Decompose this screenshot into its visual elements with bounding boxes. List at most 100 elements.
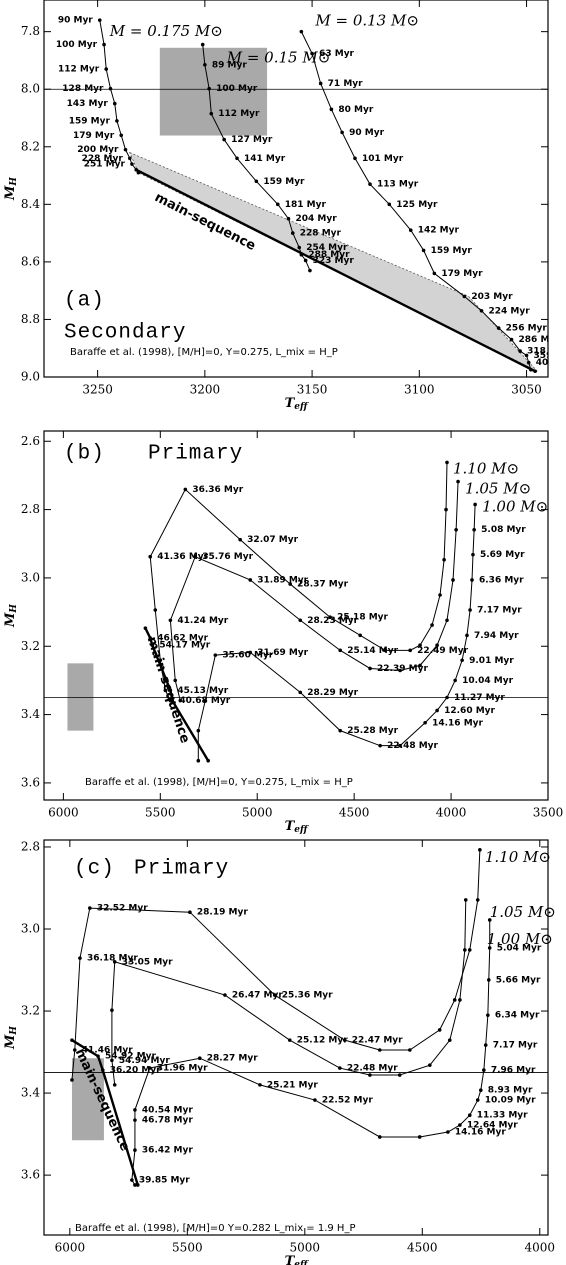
track-point <box>462 294 467 299</box>
age-label: 28.37 Myr <box>297 580 348 590</box>
age-label: 36.42 Myr <box>142 1146 193 1156</box>
y-tick-label: 9.0 <box>21 370 40 384</box>
track-point <box>377 1135 382 1139</box>
track-point <box>193 554 197 559</box>
panel: 54.92 Myr 36.20 Myr 22.47 Myr 25.36 Myr 28.1… <box>44 848 548 1187</box>
x-tick-label: 4000 <box>436 806 467 820</box>
track-point <box>398 743 402 748</box>
x-tick-label: 3250 <box>82 383 113 397</box>
age-label: 22.39 Myr <box>377 664 428 674</box>
track-point <box>254 179 259 184</box>
track-point <box>472 527 476 532</box>
age-label: 286 Myr <box>519 335 561 345</box>
track-point <box>452 998 457 1002</box>
track-point <box>418 663 422 668</box>
track-point <box>383 648 387 653</box>
age-label: 179 Myr <box>441 269 483 279</box>
y-axis-label: MH <box>3 604 19 628</box>
age-label: 25.28 Myr <box>347 726 398 736</box>
age-label: 25.21 Myr <box>267 1080 318 1090</box>
track-point <box>298 618 303 623</box>
x-tick-label: 5500 <box>172 1241 203 1255</box>
panel-title: Secondary <box>64 322 186 345</box>
y-tick-label: 3.6 <box>21 1168 40 1182</box>
age-label: 46.78 Myr <box>142 1116 193 1126</box>
track-point <box>78 956 82 960</box>
shaded-box <box>67 663 94 731</box>
age-label: 71 Myr <box>328 79 363 89</box>
track-point <box>438 593 442 597</box>
track-point <box>467 1113 472 1118</box>
track-point <box>496 326 501 330</box>
x-tick-label: 3050 <box>511 383 542 397</box>
track-point <box>533 369 537 374</box>
x-tick-label: 3500 <box>533 806 564 820</box>
x-axis-label: Teff <box>285 819 309 835</box>
age-label: 12.60 Myr <box>444 706 495 716</box>
track-point <box>299 29 304 34</box>
track-point <box>163 688 168 693</box>
age-label: 54.94 Myr <box>119 1056 170 1066</box>
track-point <box>222 137 226 142</box>
age-label: 251 Myr <box>84 160 126 170</box>
age-label: 14.16 Myr <box>455 1128 506 1138</box>
age-label: 8.93 Myr <box>488 1086 533 1096</box>
y-tick-label: 2.8 <box>21 839 40 853</box>
track-point <box>408 228 413 233</box>
x-tick-label: 5000 <box>290 1241 321 1255</box>
track-point <box>482 1068 486 1072</box>
age-label: 32.52 Myr <box>97 904 148 914</box>
panel-label: (b) <box>64 443 105 466</box>
track-point <box>310 51 314 56</box>
track-point <box>133 1108 137 1112</box>
track-point <box>303 258 308 263</box>
track-point <box>147 1066 152 1070</box>
track-point <box>196 758 201 763</box>
track-point <box>483 1043 488 1047</box>
track-point <box>173 678 178 683</box>
y-tick-label: 3.4 <box>21 1086 40 1100</box>
track-point <box>487 946 492 950</box>
age-label: 254 Myr <box>306 243 348 253</box>
y-tick-label: 3.4 <box>21 707 40 721</box>
x-axis-label: Teff <box>285 1254 309 1265</box>
track-point <box>398 668 402 673</box>
track-point <box>329 107 334 112</box>
track-point <box>456 479 460 484</box>
track-point <box>353 156 357 161</box>
age-label: 90 Myr <box>58 16 93 26</box>
track-point <box>435 708 439 713</box>
track-point <box>112 1083 117 1087</box>
age-label: 36.18 Myr <box>87 954 138 964</box>
track-point <box>478 848 482 852</box>
y-axis-label-sub: H <box>9 1026 19 1036</box>
mass-label: 1.00 M⊙ <box>487 930 553 948</box>
plot-frame <box>43 430 549 801</box>
track-point <box>258 1083 262 1087</box>
track-point <box>479 309 484 313</box>
shaded-box <box>159 47 268 136</box>
track-point <box>471 552 475 557</box>
track-point <box>238 537 242 542</box>
age-label: 40.54 Myr <box>142 1105 193 1115</box>
x-tick-label: 6000 <box>48 806 79 820</box>
track-point <box>110 1008 114 1013</box>
track-point <box>102 42 106 47</box>
track-point <box>377 1048 382 1052</box>
track-point <box>387 202 392 207</box>
track-line <box>71 849 481 1080</box>
age-label: 7.96 Myr <box>491 1066 536 1076</box>
age-label: 125 Myr <box>396 200 438 210</box>
y-tick-label: 3.0 <box>21 570 40 584</box>
x-axis-label-sub: eff <box>294 402 309 412</box>
track-point <box>197 1056 202 1061</box>
age-label: 143 Myr <box>67 99 109 109</box>
age-label: 22.48 Myr <box>387 741 438 751</box>
track-point <box>430 623 434 627</box>
model-note: Baraffe et al. (1998), [M/H]=0, Y=0.275,… <box>85 777 353 788</box>
track-point <box>97 18 102 22</box>
track-point <box>200 42 205 47</box>
x-axis-label-main: T <box>285 396 296 411</box>
track-point <box>318 81 323 86</box>
track-point <box>368 666 372 671</box>
